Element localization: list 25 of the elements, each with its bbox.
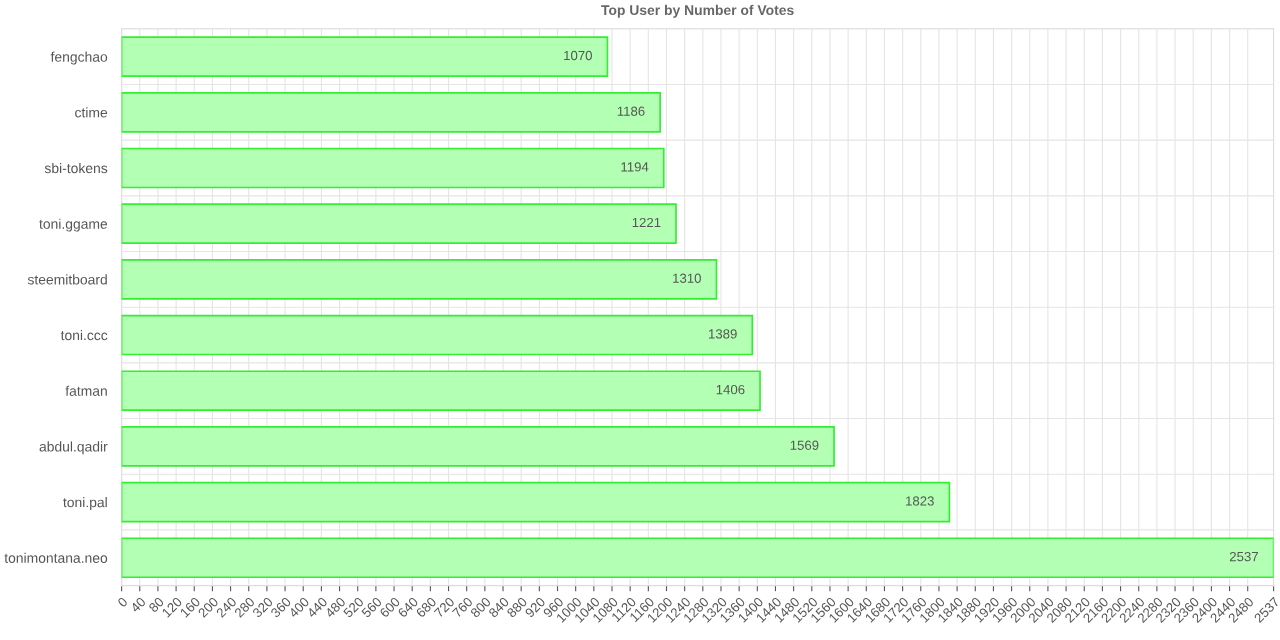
x-tick-label: 360 — [270, 596, 292, 619]
data-label: 1221 — [632, 217, 661, 228]
chart-title: Top User by Number of Votes — [601, 4, 794, 18]
y-tick-label: fengchao — [50, 51, 108, 65]
x-tick-label: 0 — [117, 596, 129, 608]
data-label: 1406 — [716, 384, 745, 395]
y-tick-label: tonimontana.neo — [4, 552, 108, 563]
x-tick-label: 40 — [129, 596, 147, 614]
y-tick-label: toni.pal — [63, 497, 107, 510]
data-label: 1310 — [673, 273, 701, 283]
y-tick-label: toni.ccc — [60, 330, 108, 341]
data-label: 2537 — [1229, 551, 1258, 562]
data-label: 1070 — [564, 50, 592, 61]
y-tick-label: sbi-tokens — [44, 162, 108, 174]
data-label: 1194 — [621, 162, 649, 172]
data-label: 1186 — [617, 106, 645, 116]
y-tick-label: fatman — [65, 385, 107, 396]
y-tick-label: toni.ggame — [39, 218, 108, 232]
data-label: 1823 — [906, 496, 934, 506]
data-label: 1569 — [790, 440, 819, 450]
data-label: 1389 — [709, 329, 737, 339]
x-tick-label: 200 — [197, 596, 219, 618]
y-tick-label: steemitboard — [27, 274, 107, 285]
y-tick-label: abdul.qadir — [39, 441, 108, 455]
y-tick-label: ctime — [75, 107, 108, 118]
